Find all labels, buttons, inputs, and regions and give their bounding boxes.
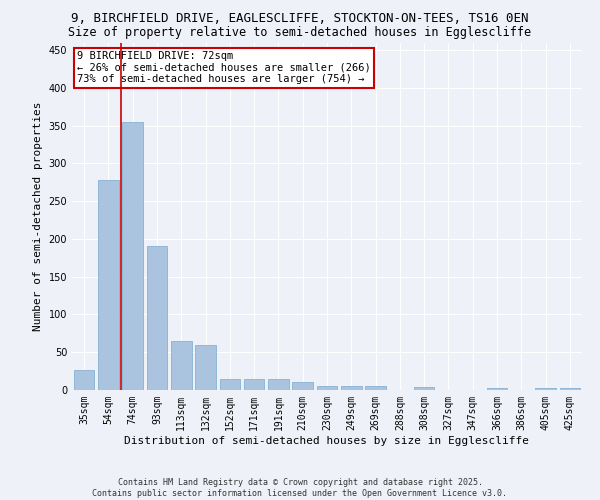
Y-axis label: Number of semi-detached properties: Number of semi-detached properties: [33, 102, 43, 331]
Bar: [74, 370, 94, 390]
Text: Size of property relative to semi-detached houses in Egglescliffe: Size of property relative to semi-detach…: [68, 26, 532, 39]
Bar: [414, 387, 434, 390]
Bar: [487, 388, 508, 390]
Bar: [341, 386, 362, 390]
Bar: [171, 341, 191, 390]
Bar: [220, 380, 240, 390]
Bar: [535, 388, 556, 390]
Text: Contains HM Land Registry data © Crown copyright and database right 2025.
Contai: Contains HM Land Registry data © Crown c…: [92, 478, 508, 498]
Bar: [317, 386, 337, 390]
Text: 9 BIRCHFIELD DRIVE: 72sqm
← 26% of semi-detached houses are smaller (266)
73% of: 9 BIRCHFIELD DRIVE: 72sqm ← 26% of semi-…: [77, 51, 371, 84]
X-axis label: Distribution of semi-detached houses by size in Egglescliffe: Distribution of semi-detached houses by …: [125, 436, 530, 446]
Bar: [244, 380, 265, 390]
Bar: [292, 382, 313, 390]
Bar: [98, 180, 119, 390]
Bar: [560, 388, 580, 390]
Bar: [268, 380, 289, 390]
Bar: [365, 386, 386, 390]
Bar: [195, 344, 216, 390]
Bar: [146, 246, 167, 390]
Bar: [122, 122, 143, 390]
Text: 9, BIRCHFIELD DRIVE, EAGLESCLIFFE, STOCKTON-ON-TEES, TS16 0EN: 9, BIRCHFIELD DRIVE, EAGLESCLIFFE, STOCK…: [71, 12, 529, 26]
